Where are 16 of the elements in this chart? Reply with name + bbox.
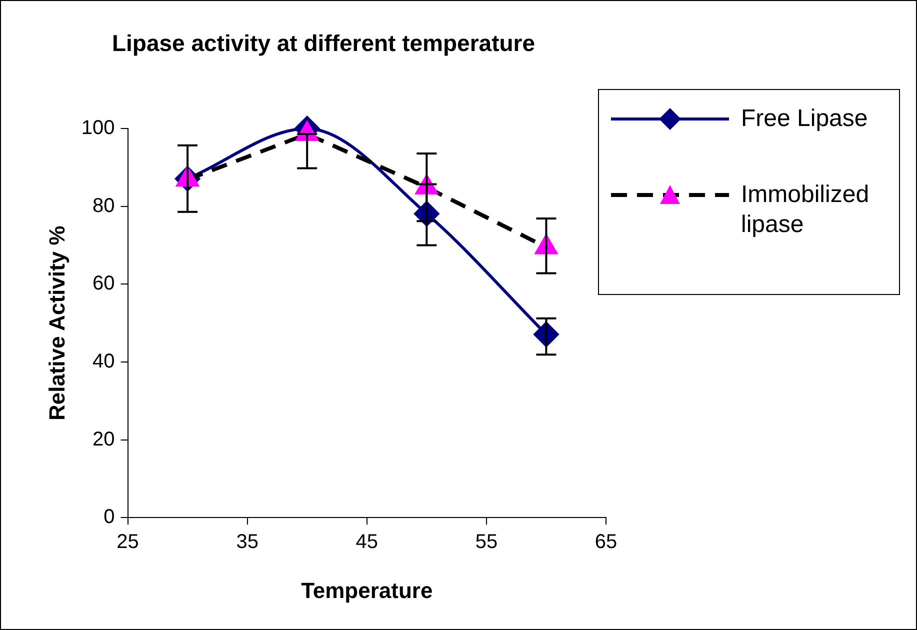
x-tick-label: 65 xyxy=(594,531,618,554)
legend-label: Free Lipase xyxy=(741,104,869,134)
x-tick-label: 55 xyxy=(475,531,498,554)
y-tick-label: 40 xyxy=(92,350,115,373)
chart-title: Lipase activity at different temperature xyxy=(112,30,536,56)
x-tick-label: 25 xyxy=(116,531,139,554)
y-tick-label: 60 xyxy=(92,272,115,295)
y-tick-label: 20 xyxy=(92,428,115,450)
y-tick-label: 0 xyxy=(104,506,115,528)
x-tick-label: 35 xyxy=(236,531,258,554)
x-tick-label: 45 xyxy=(356,531,378,554)
x-axis-title: Temperature xyxy=(301,578,433,603)
y-tick-label: 80 xyxy=(92,194,115,217)
y-axis-title: Relative Activity % xyxy=(44,226,70,421)
y-tick-label: 100 xyxy=(81,117,115,140)
legend-label: Immobilized lipase xyxy=(741,180,870,240)
